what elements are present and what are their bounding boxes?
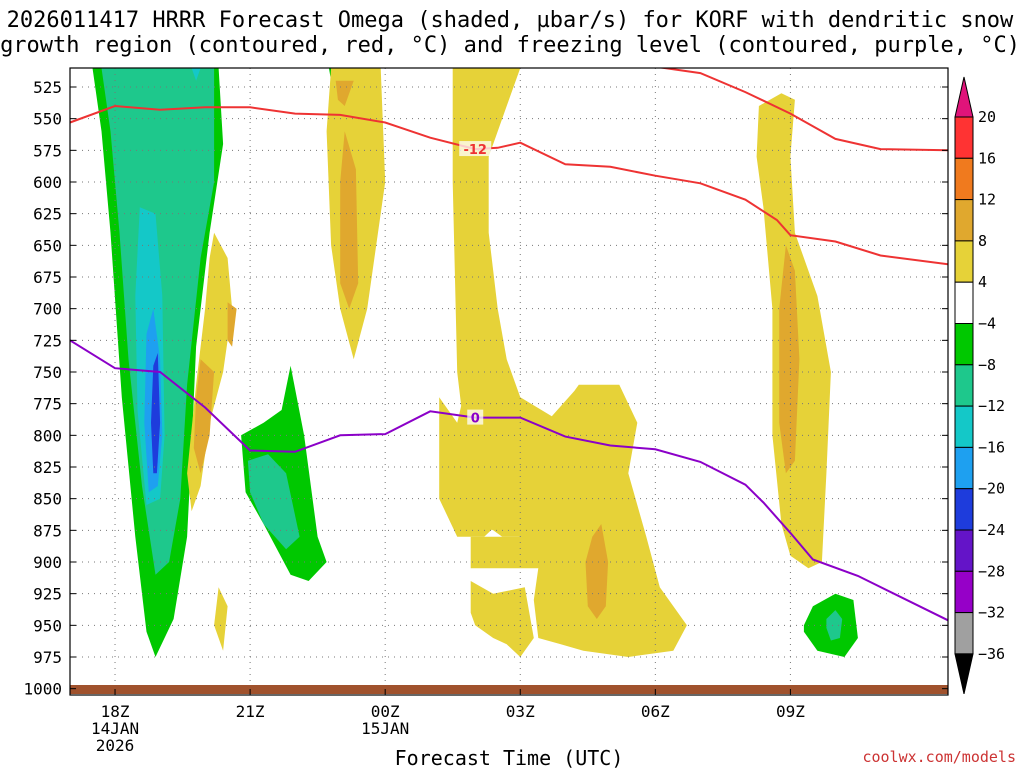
omega-region-21 xyxy=(452,68,687,657)
omega-region-5 xyxy=(191,68,201,81)
y-tick-label-650: 650 xyxy=(33,236,62,255)
dendritic-contour-0 xyxy=(70,104,948,266)
colorbar-label-8: −16 xyxy=(978,438,1005,456)
x-tick-year-2026: 2026 xyxy=(96,736,135,755)
freezing-level-contour xyxy=(70,339,948,622)
omega-region-22 xyxy=(585,524,609,619)
colorbar-swatch-0 xyxy=(954,116,974,159)
colorbar-label-4: 4 xyxy=(978,273,987,291)
omega-region-7 xyxy=(247,454,300,550)
freezing-level-contour-label-bg xyxy=(467,409,484,425)
dendritic-contour-0-label-bg xyxy=(459,141,492,157)
y-tick-label-525: 525 xyxy=(33,78,62,97)
y-tick-label-1000: 1000 xyxy=(23,680,62,699)
y-tick-label-850: 850 xyxy=(33,490,62,509)
y-tick-label-700: 700 xyxy=(33,300,62,319)
x-tick-label-09Z: 09Z xyxy=(776,702,805,721)
colorbar-swatch-1 xyxy=(954,157,974,201)
y-axis-ticks: 525 550 575 600 625 650 675 700 725 750 775 800 825 8… xyxy=(23,78,948,699)
colorbar-label-6: −8 xyxy=(978,356,996,374)
colorbar-top-arrow xyxy=(954,76,974,118)
omega-shading xyxy=(92,68,858,657)
contour-lines: -12 0 xyxy=(70,68,948,622)
omega-region-18 xyxy=(340,131,359,309)
colorbar-swatch-7 xyxy=(954,405,974,448)
x-tick-label-18Z: 18Z xyxy=(101,702,130,721)
y-tick-label-925: 925 xyxy=(33,585,62,604)
colorbar-swatch-6 xyxy=(954,364,974,407)
colorbar-swatch-9 xyxy=(954,488,974,531)
colorbar-label-10: −24 xyxy=(978,521,1005,539)
x-tick-label-06Z: 06Z xyxy=(641,702,670,721)
colorbar-label-0: 20 xyxy=(978,108,996,126)
y-tick-label-875: 875 xyxy=(33,521,62,540)
y-tick-label-775: 775 xyxy=(33,395,62,414)
surface-ground-bar xyxy=(70,685,948,694)
omega-region-20 xyxy=(470,536,539,657)
colorbar-bottom-arrow xyxy=(954,653,974,695)
freezing-level-contour-label: 0 xyxy=(471,412,480,427)
omega-region-15 xyxy=(214,587,228,651)
y-tick-label-975: 975 xyxy=(33,648,62,667)
plot-area: -12 0 xyxy=(69,67,949,696)
y-tick-label-675: 675 xyxy=(33,268,62,287)
colorbar-label-3: 8 xyxy=(978,232,987,250)
omega-region-24 xyxy=(779,245,800,474)
credit-link[interactable]: coolwx.com/models xyxy=(862,748,1016,766)
y-tick-label-750: 750 xyxy=(33,363,62,382)
colorbar-swatch-4 xyxy=(954,281,974,325)
omega-region-4 xyxy=(151,353,161,474)
dendritic-contour-1 xyxy=(657,68,948,152)
colorbar-swatch-3 xyxy=(954,240,974,283)
y-tick-label-625: 625 xyxy=(33,205,62,224)
x-axis-title: Forecast Time (UTC) xyxy=(395,746,624,768)
y-tick-label-825: 825 xyxy=(33,458,62,477)
colorbar-swatch-8 xyxy=(954,446,974,490)
colorbar-label-9: −20 xyxy=(978,480,1005,498)
colorbar-label-2: 12 xyxy=(978,191,996,209)
omega-region-11 xyxy=(826,610,843,641)
colorbar-swatch-10 xyxy=(954,529,974,572)
x-tick-date-14JAN: 14JAN xyxy=(91,719,139,738)
y-tick-label-575: 575 xyxy=(33,141,62,160)
y-tick-label-950: 950 xyxy=(33,616,62,635)
dendritic-contour-0-label: -12 xyxy=(463,143,487,158)
x-tick-date-15JAN: 15JAN xyxy=(361,719,409,738)
chart-title-line-1: 2026011417 HRRR Forecast Omega (shaded, … xyxy=(7,8,1014,33)
colorbar-swatch-12 xyxy=(954,612,974,655)
colorbar-label-7: −12 xyxy=(978,397,1005,415)
y-tick-label-725: 725 xyxy=(33,331,62,350)
plot-frame xyxy=(69,67,949,696)
y-tick-label-800: 800 xyxy=(33,426,62,445)
colorbar-label-1: 16 xyxy=(978,149,996,167)
x-tick-label-00Z: 00Z xyxy=(371,702,400,721)
x-tick-label-21Z: 21Z xyxy=(236,702,265,721)
omega-region-13 xyxy=(193,359,215,474)
colorbar-label-5: −4 xyxy=(978,315,996,333)
chart-title-line-2: growth region (contoured, red, °C) and f… xyxy=(0,33,1020,58)
y-tick-label-550: 550 xyxy=(33,110,62,129)
y-tick-label-600: 600 xyxy=(33,173,62,192)
y-tick-label-900: 900 xyxy=(33,553,62,572)
omega-region-14 xyxy=(227,302,237,347)
colorbar-label-12: −32 xyxy=(978,604,1005,622)
colorbar-label-13: −36 xyxy=(978,645,1005,663)
colorbar: 20 16 12 8 4 −4 −8 −12 −16 −20 −24 −28 −32 −36 xyxy=(954,76,1005,695)
grid-lines xyxy=(70,68,948,695)
colorbar-label-11: −28 xyxy=(978,562,1005,580)
colorbar-swatch-11 xyxy=(954,570,974,614)
colorbar-swatch-2 xyxy=(954,199,974,242)
colorbar-swatch-5 xyxy=(954,323,974,366)
x-tick-label-03Z: 03Z xyxy=(506,702,535,721)
